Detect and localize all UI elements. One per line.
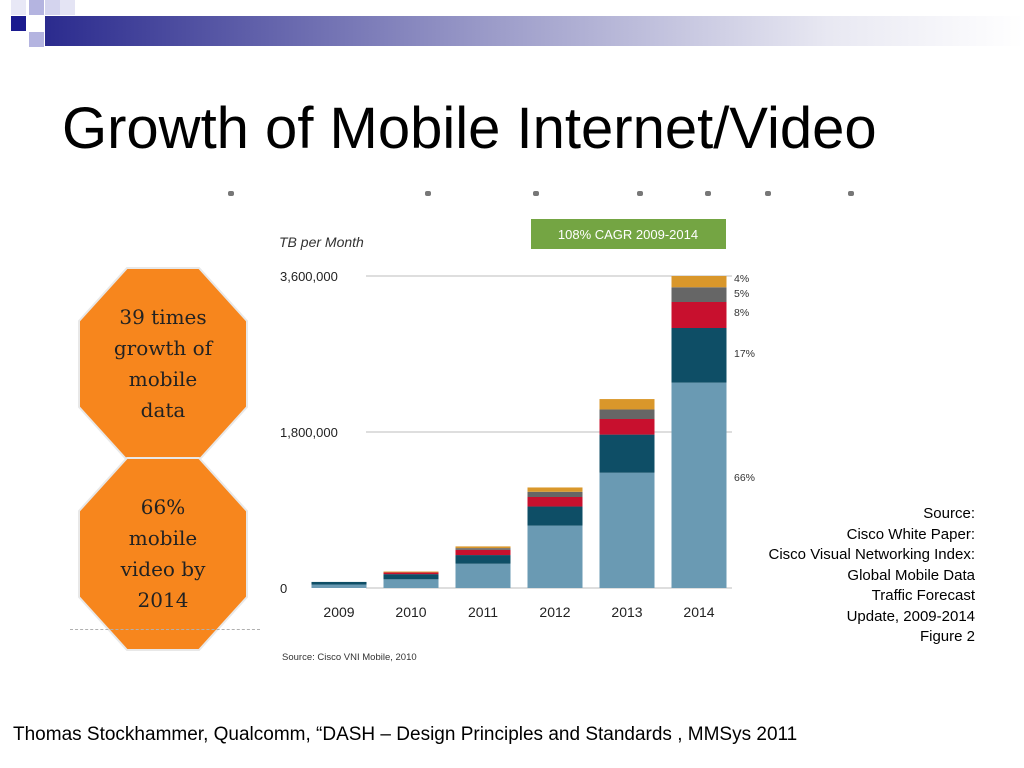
- y-tick-label: 0: [280, 581, 287, 596]
- source-line: Figure 2: [919, 628, 975, 645]
- corner-square-light: [11, 0, 26, 15]
- callout-line: growth of: [113, 336, 213, 360]
- callout-line: mobile: [128, 526, 198, 550]
- source-line: Source:: [923, 505, 975, 522]
- bar-segment: [311, 584, 367, 588]
- bar-segment: [599, 399, 655, 410]
- dashed-divider: [70, 629, 260, 630]
- bar-segment: [383, 579, 439, 588]
- bar-segment: [455, 546, 511, 549]
- corner-square-light: [29, 32, 44, 47]
- corner-square-light: [29, 0, 44, 15]
- bar-segment: [599, 472, 655, 588]
- corner-decoration: [11, 0, 1024, 47]
- bar-segment: [527, 487, 583, 492]
- bar-segment: [527, 506, 583, 526]
- x-tick-label: 2013: [611, 604, 642, 620]
- source-line: Traffic Forecast: [871, 587, 975, 604]
- callout-line: mobile: [128, 367, 198, 391]
- callout-line: 39 times: [119, 305, 207, 329]
- bar-segment: [599, 409, 655, 419]
- callout-line: data: [140, 398, 186, 422]
- callout-octagon-growth: 39 times growth of mobile data: [77, 266, 249, 462]
- source-line: Global Mobile Data: [847, 566, 975, 584]
- y-tick-label: 1,800,000: [280, 425, 338, 440]
- cagr-badge: 108% CAGR 2009-2014: [531, 219, 726, 249]
- octagon-shape: [78, 457, 248, 651]
- stacked-bar-chart: TB per Month 108% CAGR 2009-2014 0 1,800,…: [279, 219, 755, 663]
- bar-segment: [671, 302, 727, 328]
- bar-segment: [671, 382, 727, 588]
- source-line: Cisco White Paper:: [846, 525, 975, 543]
- source-line: Cisco Visual Networking Index:: [768, 546, 975, 563]
- y-tick-label: 3,600,000: [280, 269, 338, 284]
- percent-annotation: 5%: [734, 288, 749, 300]
- percent-annotation: 66%: [734, 472, 755, 484]
- corner-gradient-band: [45, 16, 1024, 46]
- percent-annotation: 4%: [734, 273, 749, 285]
- x-tick-label: 2009: [323, 604, 354, 620]
- callout-text: 66% mobile video by 2014: [77, 456, 249, 652]
- bar-segment: [455, 563, 511, 588]
- bar-segment: [455, 549, 511, 556]
- bar-segment: [671, 276, 727, 288]
- callout-text: 39 times growth of mobile data: [77, 266, 249, 462]
- y-axis-label: TB per Month: [279, 234, 364, 250]
- bar-segment: [527, 525, 583, 588]
- corner-square-dark: [11, 16, 26, 31]
- bar-segment: [383, 574, 439, 580]
- chart-source: Source: Cisco VNI Mobile, 2010: [282, 652, 417, 663]
- bar-segment: [671, 287, 727, 302]
- source-line: Update, 2009-2014: [846, 607, 975, 625]
- bar-segment: [383, 572, 439, 575]
- x-tick-label: 2010: [395, 604, 426, 620]
- corner-square-light: [60, 0, 75, 15]
- callout-octagon-video: 66% mobile video by 2014: [77, 456, 249, 652]
- slide-title: Growth of Mobile Internet/Video: [62, 96, 877, 161]
- callout-line: video by: [120, 557, 206, 581]
- bar-segment: [527, 497, 583, 507]
- x-tick-label: 2014: [683, 604, 714, 620]
- callout-line: 66%: [140, 495, 186, 519]
- source-note: Source: Cisco White Paper: Cisco Visual …: [700, 504, 975, 648]
- bar-segment: [455, 548, 511, 550]
- percent-annotation: 8%: [734, 307, 749, 319]
- callout-line: 2014: [137, 588, 189, 612]
- bar-segment: [599, 434, 655, 473]
- bar-segment: [311, 581, 367, 585]
- x-tick-label: 2011: [468, 604, 498, 620]
- corner-square-light: [45, 0, 60, 15]
- bar-segment: [599, 419, 655, 435]
- cropped-text-fragment: [228, 191, 854, 196]
- bar-segment: [671, 328, 727, 383]
- bar-segment: [527, 491, 583, 497]
- cagr-badge-bg: [531, 219, 726, 249]
- percent-annotation: 17%: [734, 348, 755, 360]
- footer-citation: Thomas Stockhammer, Qualcomm, “DASH – De…: [13, 724, 798, 745]
- bar-segment: [455, 555, 511, 564]
- bar-segment: [383, 571, 439, 573]
- cagr-badge-label: 108% CAGR 2009-2014: [558, 227, 698, 242]
- x-tick-label: 2012: [539, 604, 570, 620]
